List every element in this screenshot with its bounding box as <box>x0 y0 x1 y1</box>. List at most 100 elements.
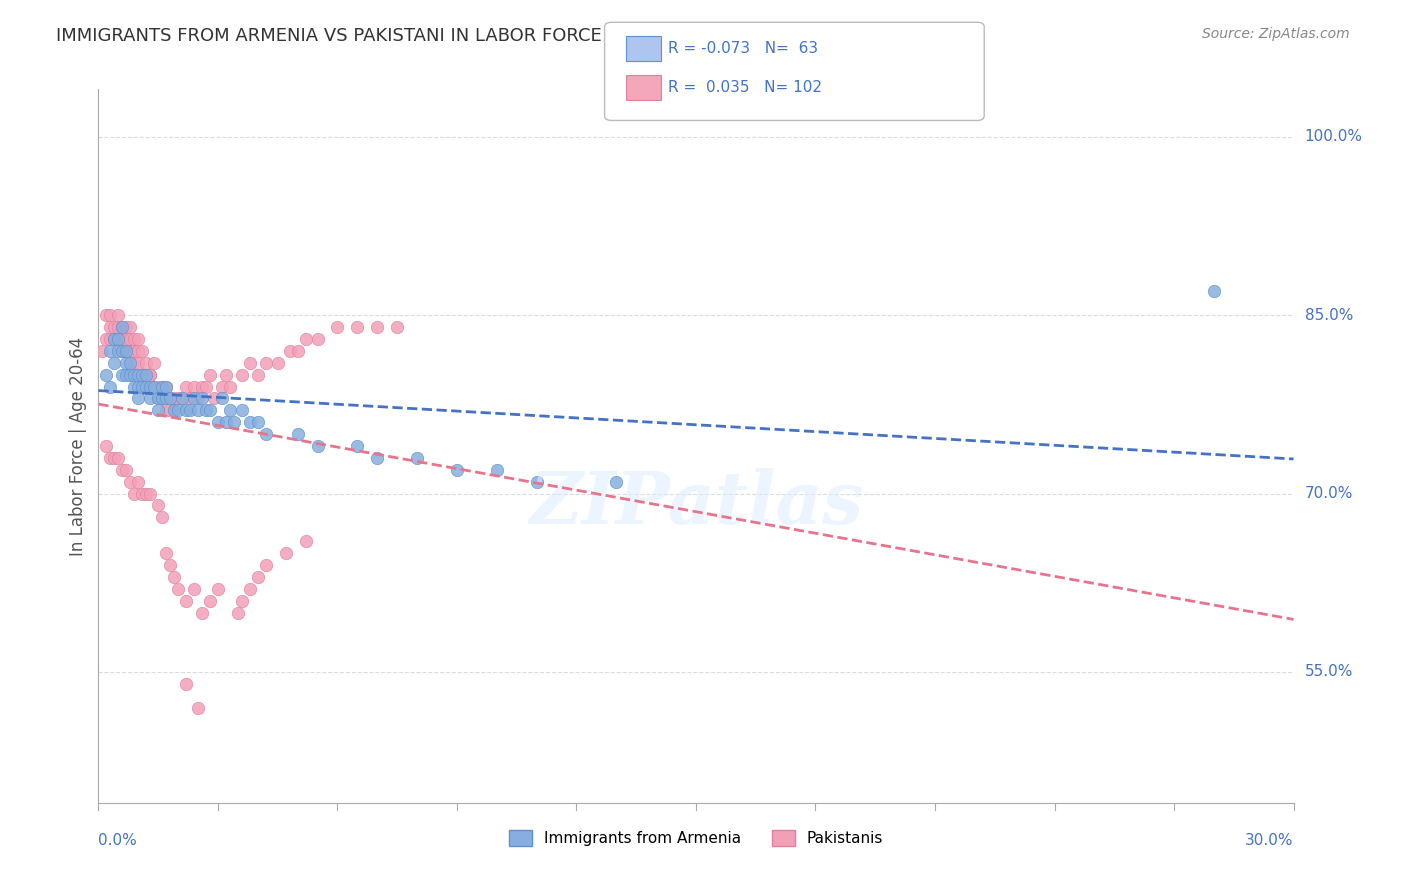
Point <box>143 356 166 370</box>
Point <box>124 486 146 500</box>
Point <box>307 332 329 346</box>
Point <box>183 582 205 596</box>
Point <box>120 368 142 382</box>
Point <box>131 379 153 393</box>
Point <box>115 332 138 346</box>
Point <box>96 332 118 346</box>
Point <box>111 343 134 358</box>
Point <box>307 439 329 453</box>
Point <box>155 546 177 560</box>
Point <box>294 534 316 549</box>
Point <box>231 593 253 607</box>
Point <box>135 368 157 382</box>
Point <box>246 368 269 382</box>
Point <box>163 570 186 584</box>
Point <box>135 379 157 393</box>
Point <box>148 499 170 513</box>
Point <box>287 343 309 358</box>
Point <box>111 320 134 334</box>
Point <box>131 368 153 382</box>
Point <box>115 463 138 477</box>
Point <box>155 392 177 406</box>
Point <box>98 308 122 322</box>
Point <box>198 593 221 607</box>
Point <box>239 582 262 596</box>
Point <box>150 392 173 406</box>
Point <box>526 475 548 489</box>
Point <box>346 439 368 453</box>
Point <box>172 392 194 406</box>
Point <box>254 558 277 572</box>
Point <box>195 403 218 417</box>
Point <box>172 392 194 406</box>
Point <box>148 403 170 417</box>
Point <box>155 403 177 417</box>
Point <box>115 368 138 382</box>
Point <box>267 356 290 370</box>
Point <box>103 332 125 346</box>
Point <box>159 392 181 406</box>
Point <box>96 308 118 322</box>
Point <box>246 415 269 429</box>
Legend: Immigrants from Armenia, Pakistanis: Immigrants from Armenia, Pakistanis <box>503 824 889 852</box>
Text: 55.0%: 55.0% <box>1305 665 1353 680</box>
Point <box>139 379 162 393</box>
Point <box>103 356 125 370</box>
Point <box>111 368 134 382</box>
Point <box>485 463 508 477</box>
Point <box>107 343 129 358</box>
Point <box>246 570 269 584</box>
Point <box>195 379 218 393</box>
Point <box>103 332 125 346</box>
Point <box>207 415 229 429</box>
Point <box>124 379 146 393</box>
Point <box>385 320 409 334</box>
Point <box>98 320 122 334</box>
Point <box>174 593 197 607</box>
Point <box>254 356 277 370</box>
Point <box>98 343 122 358</box>
Point <box>226 606 249 620</box>
Point <box>207 582 229 596</box>
Point <box>139 368 162 382</box>
Point <box>135 486 157 500</box>
Point <box>98 379 122 393</box>
Text: 85.0%: 85.0% <box>1305 308 1353 323</box>
Point <box>287 427 309 442</box>
Point <box>187 392 209 406</box>
Text: R =  0.035   N= 102: R = 0.035 N= 102 <box>668 80 823 95</box>
Point <box>211 379 233 393</box>
Point <box>148 392 170 406</box>
Point <box>120 343 142 358</box>
Point <box>150 510 173 524</box>
Text: R = -0.073   N=  63: R = -0.073 N= 63 <box>668 41 818 55</box>
Text: IMMIGRANTS FROM ARMENIA VS PAKISTANI IN LABOR FORCE | AGE 20-64 CORRELATION CHAR: IMMIGRANTS FROM ARMENIA VS PAKISTANI IN … <box>56 27 915 45</box>
Point <box>191 606 214 620</box>
Point <box>446 463 468 477</box>
Point <box>346 320 368 334</box>
Point <box>139 486 162 500</box>
Point <box>215 368 238 382</box>
Point <box>222 415 245 429</box>
Point <box>167 582 190 596</box>
Text: 100.0%: 100.0% <box>1305 129 1362 145</box>
Point <box>127 368 149 382</box>
Point <box>366 450 388 465</box>
Point <box>183 379 205 393</box>
Point <box>163 403 186 417</box>
Text: 0.0%: 0.0% <box>98 832 138 847</box>
Point <box>120 356 142 370</box>
Point <box>215 415 238 429</box>
Point <box>326 320 349 334</box>
Point <box>115 343 138 358</box>
Point <box>187 700 209 714</box>
Point <box>159 558 181 572</box>
Point <box>219 379 242 393</box>
Point <box>139 392 162 406</box>
Point <box>174 403 197 417</box>
Text: 30.0%: 30.0% <box>1246 832 1294 847</box>
Point <box>148 392 170 406</box>
Point <box>202 392 225 406</box>
Point <box>294 332 316 346</box>
Point <box>239 356 262 370</box>
